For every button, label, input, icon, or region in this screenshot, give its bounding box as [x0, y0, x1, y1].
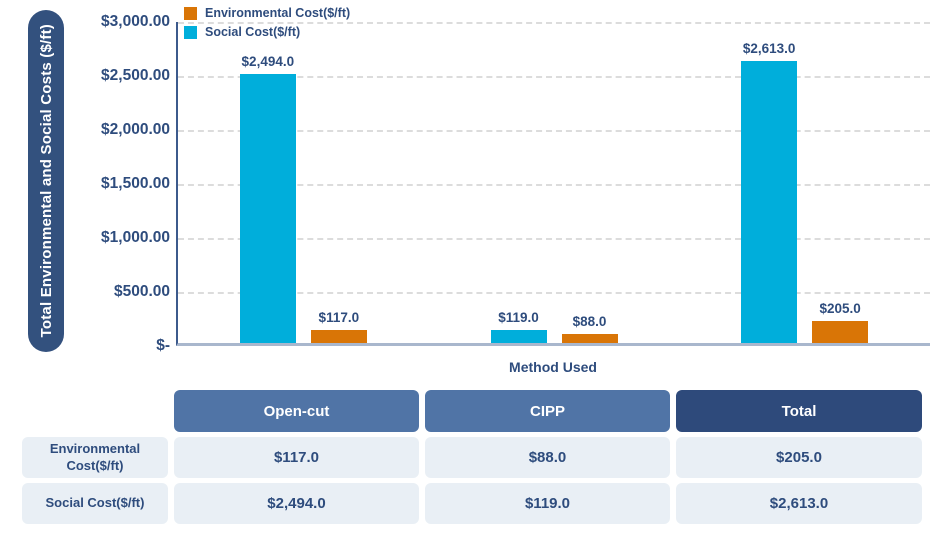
cell-social-open-cut: $2,494.0 [174, 483, 419, 524]
y-axis-tick: $1,500.00 [101, 175, 170, 192]
y-axis-ticks: $3,000.00 $2,500.00 $2,000.00 $1,500.00 … [60, 13, 170, 354]
row-label-environmental-cost: Environmental Cost($/ft) [22, 437, 168, 478]
cell-environmental-cipp: $88.0 [425, 437, 670, 478]
bar-environmental-cost-ft-cipp: $88.0 [561, 314, 618, 343]
bar-group-cipp: $119.0 $88.0 [429, 22, 680, 343]
cost-comparison-bar-chart: Total Environmental and Social Costs ($/… [28, 6, 930, 375]
column-header-open-cut: Open-cut [174, 390, 419, 432]
cell-social-total: $2,613.0 [676, 483, 922, 524]
row-label-text: Environmental Cost($/ft) [49, 440, 141, 473]
bar-environmental-cost-ft-open-cut: $117.0 [310, 310, 367, 343]
y-axis-tick: $500.00 [113, 283, 170, 300]
bar-social-cost-ft-cipp: $119.0 [490, 310, 547, 343]
y-axis-tick: $3,000.00 [101, 13, 170, 30]
gridline [178, 76, 930, 78]
bar-social-cost-ft-open-cut: $2,494.0 [239, 54, 296, 343]
table-corner-cell [22, 390, 168, 432]
bar-groups: $2,494.0 $117.0 $119.0 $88.0 $2,613.0 $205.0 [178, 22, 930, 343]
row-label-text: Social Cost($/ft) [45, 495, 145, 511]
legend-item-social: Social Cost($/ft) [184, 25, 350, 39]
bar-value-label-social-cost-ft-open-cut: $2,494.0 [241, 53, 295, 69]
gridline [178, 238, 930, 240]
gridline [178, 184, 930, 186]
y-axis-tick: $- [156, 337, 170, 354]
bar-value-label-environmental-cost-ft-cipp: $88.0 [572, 313, 607, 329]
gridline [178, 130, 930, 132]
y-axis-tick: $1,000.00 [101, 229, 170, 246]
bar-value-label-social-cost-ft-cipp: $119.0 [498, 310, 539, 326]
gridline [178, 292, 930, 294]
legend-item-environmental: Environmental Cost($/ft) [184, 6, 350, 20]
y-axis-tick: $2,500.00 [101, 67, 170, 84]
cell-environmental-total: $205.0 [676, 437, 922, 478]
bar-social-cost-ft-total: $2,613.0 [741, 41, 798, 343]
y-axis-tick: $2,000.00 [101, 121, 170, 138]
column-header-cipp: CIPP [425, 390, 670, 432]
bar-value-label-environmental-cost-ft-open-cut: $117.0 [318, 310, 360, 326]
gridline [178, 22, 930, 24]
cell-social-cipp: $119.0 [425, 483, 670, 524]
cell-environmental-open-cut: $117.0 [174, 437, 419, 478]
legend-label-social: Social Cost($/ft) [205, 25, 301, 39]
y-axis-label-pill: Total Environmental and Social Costs ($/… [28, 10, 64, 352]
chart-legend: Environmental Cost($/ft) Social Cost($/f… [184, 6, 350, 39]
bar-value-label-environmental-cost-ft-total: $205.0 [819, 300, 861, 316]
row-label-social-cost: Social Cost($/ft) [22, 483, 168, 524]
social-cost-swatch-icon [184, 25, 197, 39]
bar-value-label-social-cost-ft-total: $2,613.0 [742, 40, 796, 56]
bar-environmental-cost-ft-total: $205.0 [812, 301, 869, 343]
bar-group-open-cut: $2,494.0 $117.0 [178, 22, 429, 343]
y-axis-label: Total Environmental and Social Costs ($/… [37, 24, 55, 338]
legend-label-environmental: Environmental Cost($/ft) [205, 6, 351, 20]
plot-area: $2,494.0 $117.0 $119.0 $88.0 $2,613.0 $205.0 [176, 22, 930, 346]
bar-group-total: $2,613.0 $205.0 [679, 22, 930, 343]
environmental-cost-swatch-icon [184, 6, 197, 20]
column-header-total: Total [676, 390, 922, 432]
cost-summary-table: Open-cut CIPP Total Environmental Cost($… [22, 390, 922, 524]
x-axis-title: Method Used [509, 359, 597, 375]
